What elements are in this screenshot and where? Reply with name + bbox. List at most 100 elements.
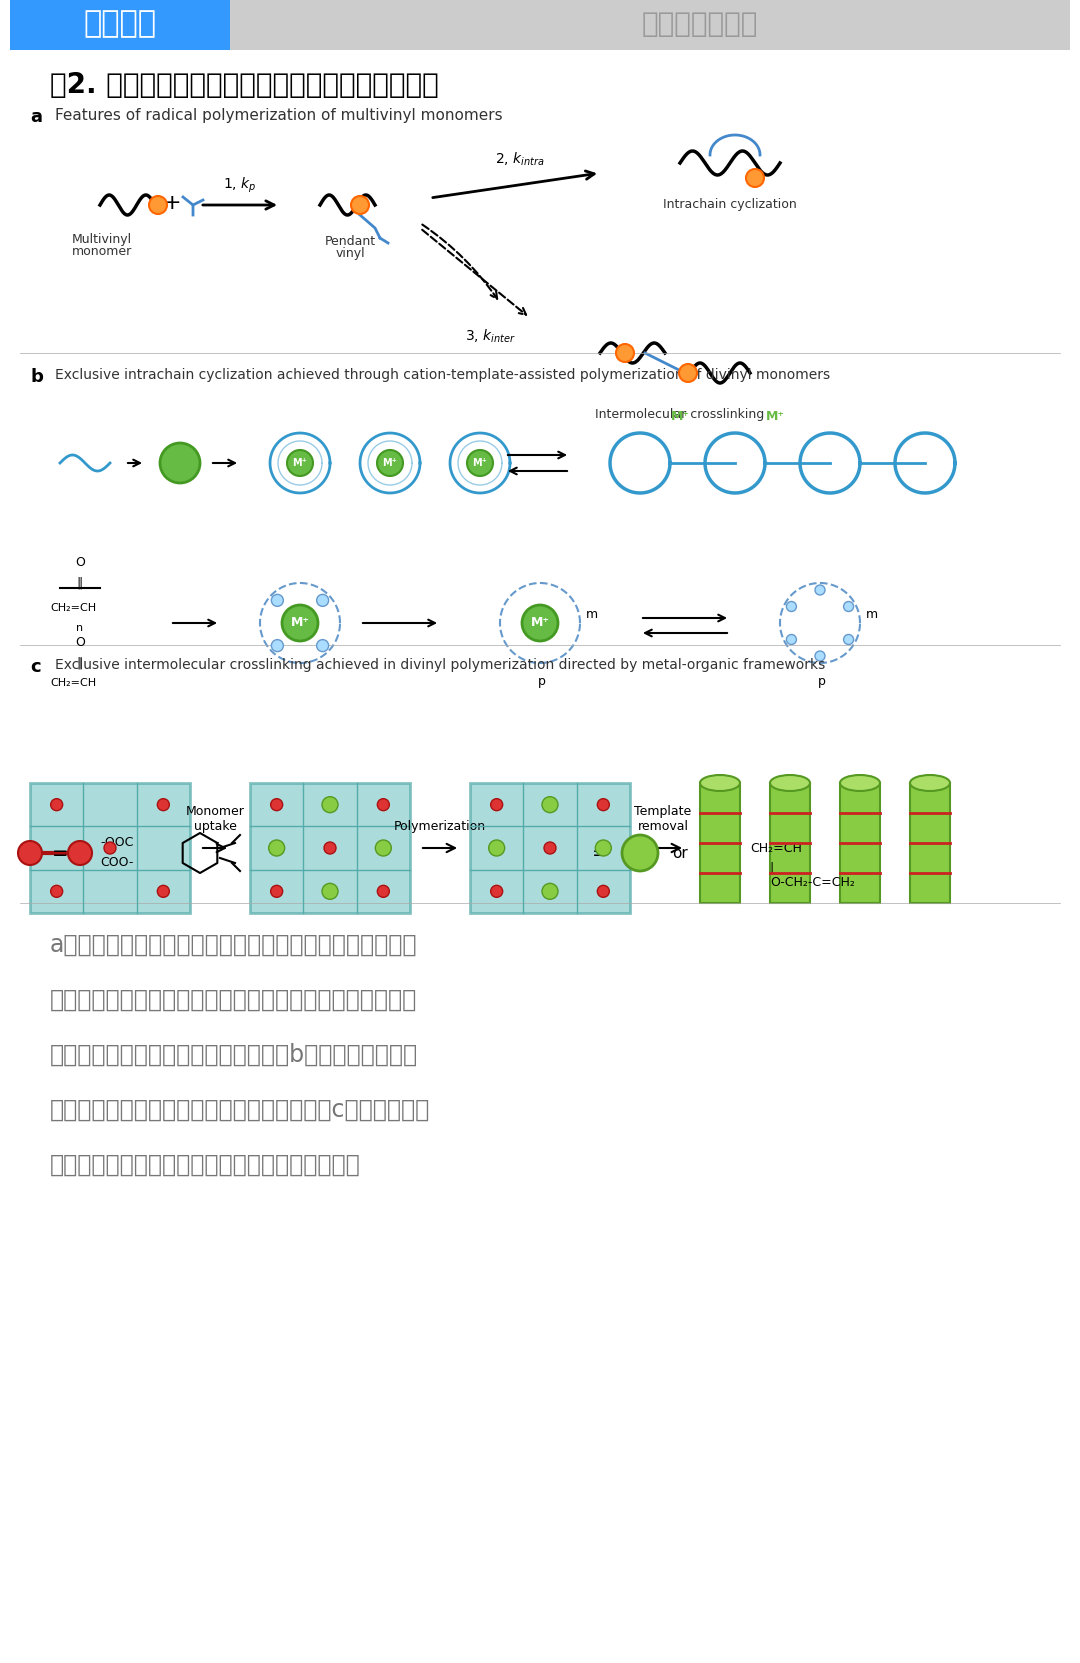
Text: M⁺: M⁺ bbox=[171, 457, 189, 469]
Circle shape bbox=[51, 798, 63, 810]
Circle shape bbox=[287, 451, 313, 476]
Text: Polymerization: Polymerization bbox=[394, 820, 486, 833]
Text: |: | bbox=[750, 861, 774, 875]
Circle shape bbox=[351, 196, 369, 215]
Text: Exclusive intermolecular crosslinking achieved in divinyl polymerization directe: Exclusive intermolecular crosslinking ac… bbox=[55, 659, 825, 672]
Text: 高分子科学前沿: 高分子科学前沿 bbox=[642, 10, 758, 38]
Circle shape bbox=[104, 841, 116, 855]
FancyBboxPatch shape bbox=[910, 783, 950, 903]
Circle shape bbox=[324, 841, 336, 855]
Circle shape bbox=[843, 635, 853, 645]
Text: 图2. 多乙烯基单体自由基聚合的反应特征及其控制: 图2. 多乙烯基单体自由基聚合的反应特征及其控制 bbox=[50, 72, 438, 100]
Text: Monomer
uptake: Monomer uptake bbox=[186, 805, 244, 833]
Text: m: m bbox=[866, 609, 878, 622]
Circle shape bbox=[815, 585, 825, 595]
Circle shape bbox=[597, 798, 609, 810]
Circle shape bbox=[595, 840, 611, 856]
Circle shape bbox=[271, 594, 283, 607]
Circle shape bbox=[622, 835, 658, 871]
Text: =: = bbox=[52, 843, 68, 863]
Circle shape bbox=[544, 841, 556, 855]
Text: Exclusive intrachain cyclization achieved through cation-template-assisted polym: Exclusive intrachain cyclization achieve… bbox=[55, 368, 831, 382]
Text: ──: ── bbox=[18, 843, 42, 863]
Text: Template
removal: Template removal bbox=[634, 805, 691, 833]
Circle shape bbox=[271, 885, 283, 898]
Text: M⁺: M⁺ bbox=[766, 411, 784, 422]
Text: Pendant: Pendant bbox=[324, 234, 376, 248]
Circle shape bbox=[316, 640, 328, 652]
Circle shape bbox=[149, 196, 167, 215]
Text: 联两种相互竞争的反应，并最终决定了其拓扑。所以合成的: 联两种相互竞争的反应，并最终决定了其拓扑。所以合成的 bbox=[50, 988, 417, 1013]
Text: COO-: COO- bbox=[100, 856, 133, 870]
Text: b: b bbox=[30, 368, 43, 386]
Text: CH₂=CH: CH₂=CH bbox=[750, 841, 801, 855]
Text: CH₂=CH: CH₂=CH bbox=[50, 604, 96, 614]
Circle shape bbox=[542, 797, 558, 813]
Ellipse shape bbox=[700, 775, 740, 792]
Text: Features of radical polymerization of multivinyl monomers: Features of radical polymerization of mu… bbox=[55, 108, 502, 123]
Text: O-CH₂-C=CH₂: O-CH₂-C=CH₂ bbox=[770, 876, 855, 890]
Circle shape bbox=[282, 605, 318, 640]
Text: 机骨架实现实现聚合反应中只有分子间交联反应。: 机骨架实现实现聚合反应中只有分子间交联反应。 bbox=[50, 1152, 361, 1177]
Circle shape bbox=[160, 442, 200, 482]
Ellipse shape bbox=[770, 775, 810, 792]
Circle shape bbox=[271, 798, 283, 810]
Circle shape bbox=[377, 798, 389, 810]
Text: 1, $k_p$: 1, $k_p$ bbox=[224, 176, 257, 195]
Circle shape bbox=[271, 640, 283, 652]
Text: 3, $k_{inter}$: 3, $k_{inter}$ bbox=[464, 328, 515, 346]
Text: 子模板实现聚合反应中只有分子内环化反应，c）借助金属有: 子模板实现聚合反应中只有分子内环化反应，c）借助金属有 bbox=[50, 1098, 430, 1123]
Text: m: m bbox=[586, 609, 598, 622]
Text: c: c bbox=[30, 659, 41, 675]
Text: ‖: ‖ bbox=[77, 657, 83, 670]
Text: =: = bbox=[592, 843, 608, 863]
Text: M⁺: M⁺ bbox=[530, 617, 550, 630]
Text: M⁺: M⁺ bbox=[671, 411, 689, 422]
Circle shape bbox=[490, 885, 502, 898]
Circle shape bbox=[269, 840, 285, 856]
Text: 关键在于控制这两种反应出现的概率。b）通过借助金属离: 关键在于控制这两种反应出现的概率。b）通过借助金属离 bbox=[50, 1043, 418, 1068]
Text: p: p bbox=[538, 675, 545, 687]
Circle shape bbox=[316, 594, 328, 607]
Text: p: p bbox=[818, 675, 826, 687]
Circle shape bbox=[158, 885, 170, 898]
Text: Multivinyl: Multivinyl bbox=[72, 233, 132, 246]
Text: M⁺: M⁺ bbox=[291, 617, 310, 630]
Text: +: + bbox=[163, 193, 181, 213]
Circle shape bbox=[786, 635, 796, 645]
Text: vinyl: vinyl bbox=[335, 248, 365, 259]
FancyBboxPatch shape bbox=[770, 783, 810, 903]
Text: O: O bbox=[76, 637, 85, 650]
Text: Intermolecular crosslinking: Intermolecular crosslinking bbox=[595, 407, 765, 421]
Circle shape bbox=[616, 344, 634, 363]
Text: CH₂=CH: CH₂=CH bbox=[50, 679, 96, 688]
Circle shape bbox=[322, 797, 338, 813]
Text: 图文速递: 图文速递 bbox=[83, 10, 157, 38]
Circle shape bbox=[68, 841, 92, 865]
FancyBboxPatch shape bbox=[249, 783, 410, 913]
Text: M⁺: M⁺ bbox=[382, 457, 397, 467]
Circle shape bbox=[51, 885, 63, 898]
Text: M⁺: M⁺ bbox=[293, 457, 308, 467]
Circle shape bbox=[786, 602, 796, 612]
Text: a）一般而言，聚合反应中同时存在分子内环化和分子间交: a）一般而言，聚合反应中同时存在分子内环化和分子间交 bbox=[50, 933, 418, 956]
Circle shape bbox=[815, 650, 825, 660]
Circle shape bbox=[488, 840, 504, 856]
Text: -OOC: -OOC bbox=[100, 836, 133, 850]
FancyBboxPatch shape bbox=[470, 783, 630, 913]
Ellipse shape bbox=[840, 775, 880, 792]
Text: O: O bbox=[76, 557, 85, 569]
Text: or: or bbox=[672, 845, 688, 860]
Circle shape bbox=[376, 840, 391, 856]
FancyBboxPatch shape bbox=[10, 0, 230, 50]
Circle shape bbox=[158, 798, 170, 810]
Text: Intrachain cyclization: Intrachain cyclization bbox=[663, 198, 797, 211]
Circle shape bbox=[597, 885, 609, 898]
Circle shape bbox=[467, 451, 492, 476]
Circle shape bbox=[522, 605, 558, 640]
Text: ‖: ‖ bbox=[77, 577, 83, 589]
Text: M⁺: M⁺ bbox=[473, 457, 487, 467]
Circle shape bbox=[322, 883, 338, 900]
Circle shape bbox=[377, 451, 403, 476]
FancyBboxPatch shape bbox=[700, 783, 740, 903]
